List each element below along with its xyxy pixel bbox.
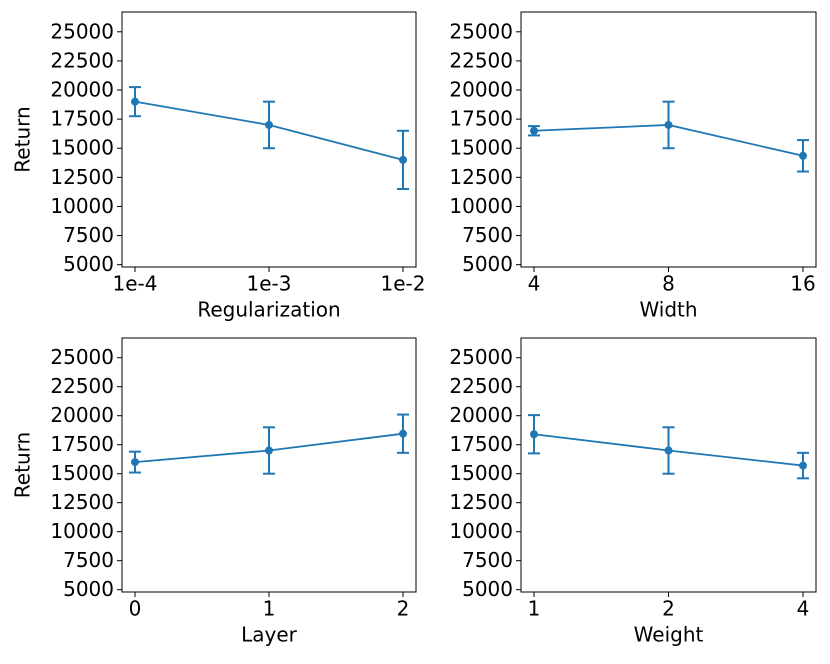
- x-axis-label: Width: [639, 298, 697, 322]
- y-axis-label: Return: [11, 106, 35, 172]
- y-tick-label: 7500: [63, 223, 114, 247]
- y-tick-label: 12500: [449, 165, 513, 189]
- x-tick-label: 1e-2: [381, 272, 426, 296]
- axes-frame: [520, 337, 817, 593]
- y-tick-label: 17500: [50, 432, 114, 456]
- x-axis-label: Layer: [241, 623, 298, 647]
- y-tick-label: 17500: [449, 432, 513, 456]
- y-axis-label: Return: [11, 432, 35, 498]
- y-tick-label: 25000: [50, 19, 114, 43]
- y-tick-label: 10000: [50, 519, 114, 543]
- x-tick-label: 1: [263, 597, 276, 621]
- x-tick-label: 2: [397, 597, 410, 621]
- y-tick-label: 7500: [462, 223, 513, 247]
- x-tick-label: 4: [797, 597, 810, 621]
- y-tick-label: 25000: [449, 19, 513, 43]
- y-tick-label: 15000: [50, 461, 114, 485]
- axes-frame: [121, 11, 417, 268]
- y-tick-label: 15000: [449, 461, 513, 485]
- x-tick-label: 1e-4: [113, 272, 158, 296]
- y-tick-label: 5000: [462, 577, 513, 601]
- x-tick-label: 8: [662, 272, 675, 296]
- data-point: [131, 97, 139, 106]
- data-point: [664, 446, 673, 455]
- y-tick-label: 17500: [50, 107, 114, 131]
- y-tick-label: 5000: [462, 252, 513, 276]
- data-point: [664, 120, 673, 129]
- axes-frame: [520, 11, 817, 268]
- data-point: [399, 155, 407, 164]
- x-tick-label: 2: [662, 597, 675, 621]
- y-tick-label: 15000: [449, 136, 513, 160]
- y-tick-label: 10000: [449, 194, 513, 218]
- data-point: [799, 461, 807, 470]
- y-tick-label: 20000: [50, 78, 114, 102]
- y-tick-label: 7500: [462, 548, 513, 572]
- data-point: [530, 430, 538, 439]
- data-point: [131, 458, 139, 467]
- y-tick-label: 17500: [449, 107, 513, 131]
- data-point: [265, 446, 273, 455]
- y-tick-label: 22500: [50, 374, 114, 398]
- y-tick-label: 5000: [63, 577, 114, 601]
- y-tick-label: 25000: [50, 345, 114, 369]
- x-tick-label: 16: [790, 272, 815, 296]
- data-point: [399, 429, 407, 438]
- y-tick-label: 15000: [50, 136, 114, 160]
- y-tick-label: 22500: [449, 374, 513, 398]
- data-point: [799, 151, 807, 160]
- y-tick-label: 12500: [50, 165, 114, 189]
- x-tick-label: 1: [528, 597, 541, 621]
- x-tick-label: 4: [528, 272, 541, 296]
- y-tick-label: 10000: [449, 519, 513, 543]
- y-tick-label: 12500: [50, 490, 114, 514]
- y-tick-label: 20000: [50, 403, 114, 427]
- y-tick-label: 22500: [50, 48, 114, 72]
- axes-frame: [121, 337, 417, 593]
- y-tick-label: 12500: [449, 490, 513, 514]
- y-tick-label: 25000: [449, 345, 513, 369]
- y-tick-label: 10000: [50, 194, 114, 218]
- y-tick-label: 20000: [449, 78, 513, 102]
- y-tick-label: 5000: [63, 252, 114, 276]
- x-tick-label: 1e-3: [247, 272, 292, 296]
- x-tick-label: 0: [129, 597, 142, 621]
- y-tick-label: 22500: [449, 48, 513, 72]
- y-tick-label: 7500: [63, 548, 114, 572]
- y-tick-label: 20000: [449, 403, 513, 427]
- x-axis-label: Weight: [634, 623, 704, 647]
- data-point: [530, 126, 538, 135]
- x-axis-label: Regularization: [197, 298, 340, 322]
- data-point: [265, 120, 273, 129]
